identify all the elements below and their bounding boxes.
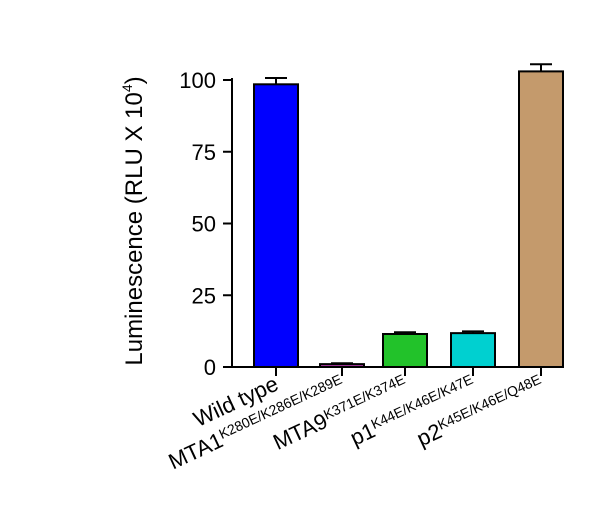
x-tick-label-4: p2K45E/K46E/Q48E [413,371,547,451]
y-tick-label: 50 [192,212,216,237]
error-bar-4 [530,63,552,72]
error-bar-0 [265,76,287,85]
y-axis-title: Luminescence (RLU X 104) [119,76,148,365]
error-bar-1 [331,362,353,365]
y-tick-label: 75 [192,140,216,165]
y-tick-label: 25 [192,283,216,308]
error-bars [265,63,552,365]
bars [253,70,564,369]
x-tick-label-main: MTA1 [164,427,226,474]
bar-2 [382,332,428,368]
y-tick-label: 0 [204,355,216,380]
y-axis-title-text: Luminescence (RLU X 10 [121,92,148,365]
error-bar-3 [462,330,484,334]
bar-1 [319,363,365,369]
bar-4 [518,70,564,368]
error-bar-2 [394,331,416,334]
y-axis-title-close: ) [121,76,148,84]
bar-3 [450,332,496,369]
y-axis-title-superscript: 4 [119,84,135,92]
y-tick-label: 100 [179,68,216,93]
x-tick-labels: Wild typeMTA1K280E/K286E/K289EMTA9K371E/… [164,371,547,474]
y-axis: 0 25 50 75 100 [179,68,233,380]
bar-0 [253,83,299,369]
